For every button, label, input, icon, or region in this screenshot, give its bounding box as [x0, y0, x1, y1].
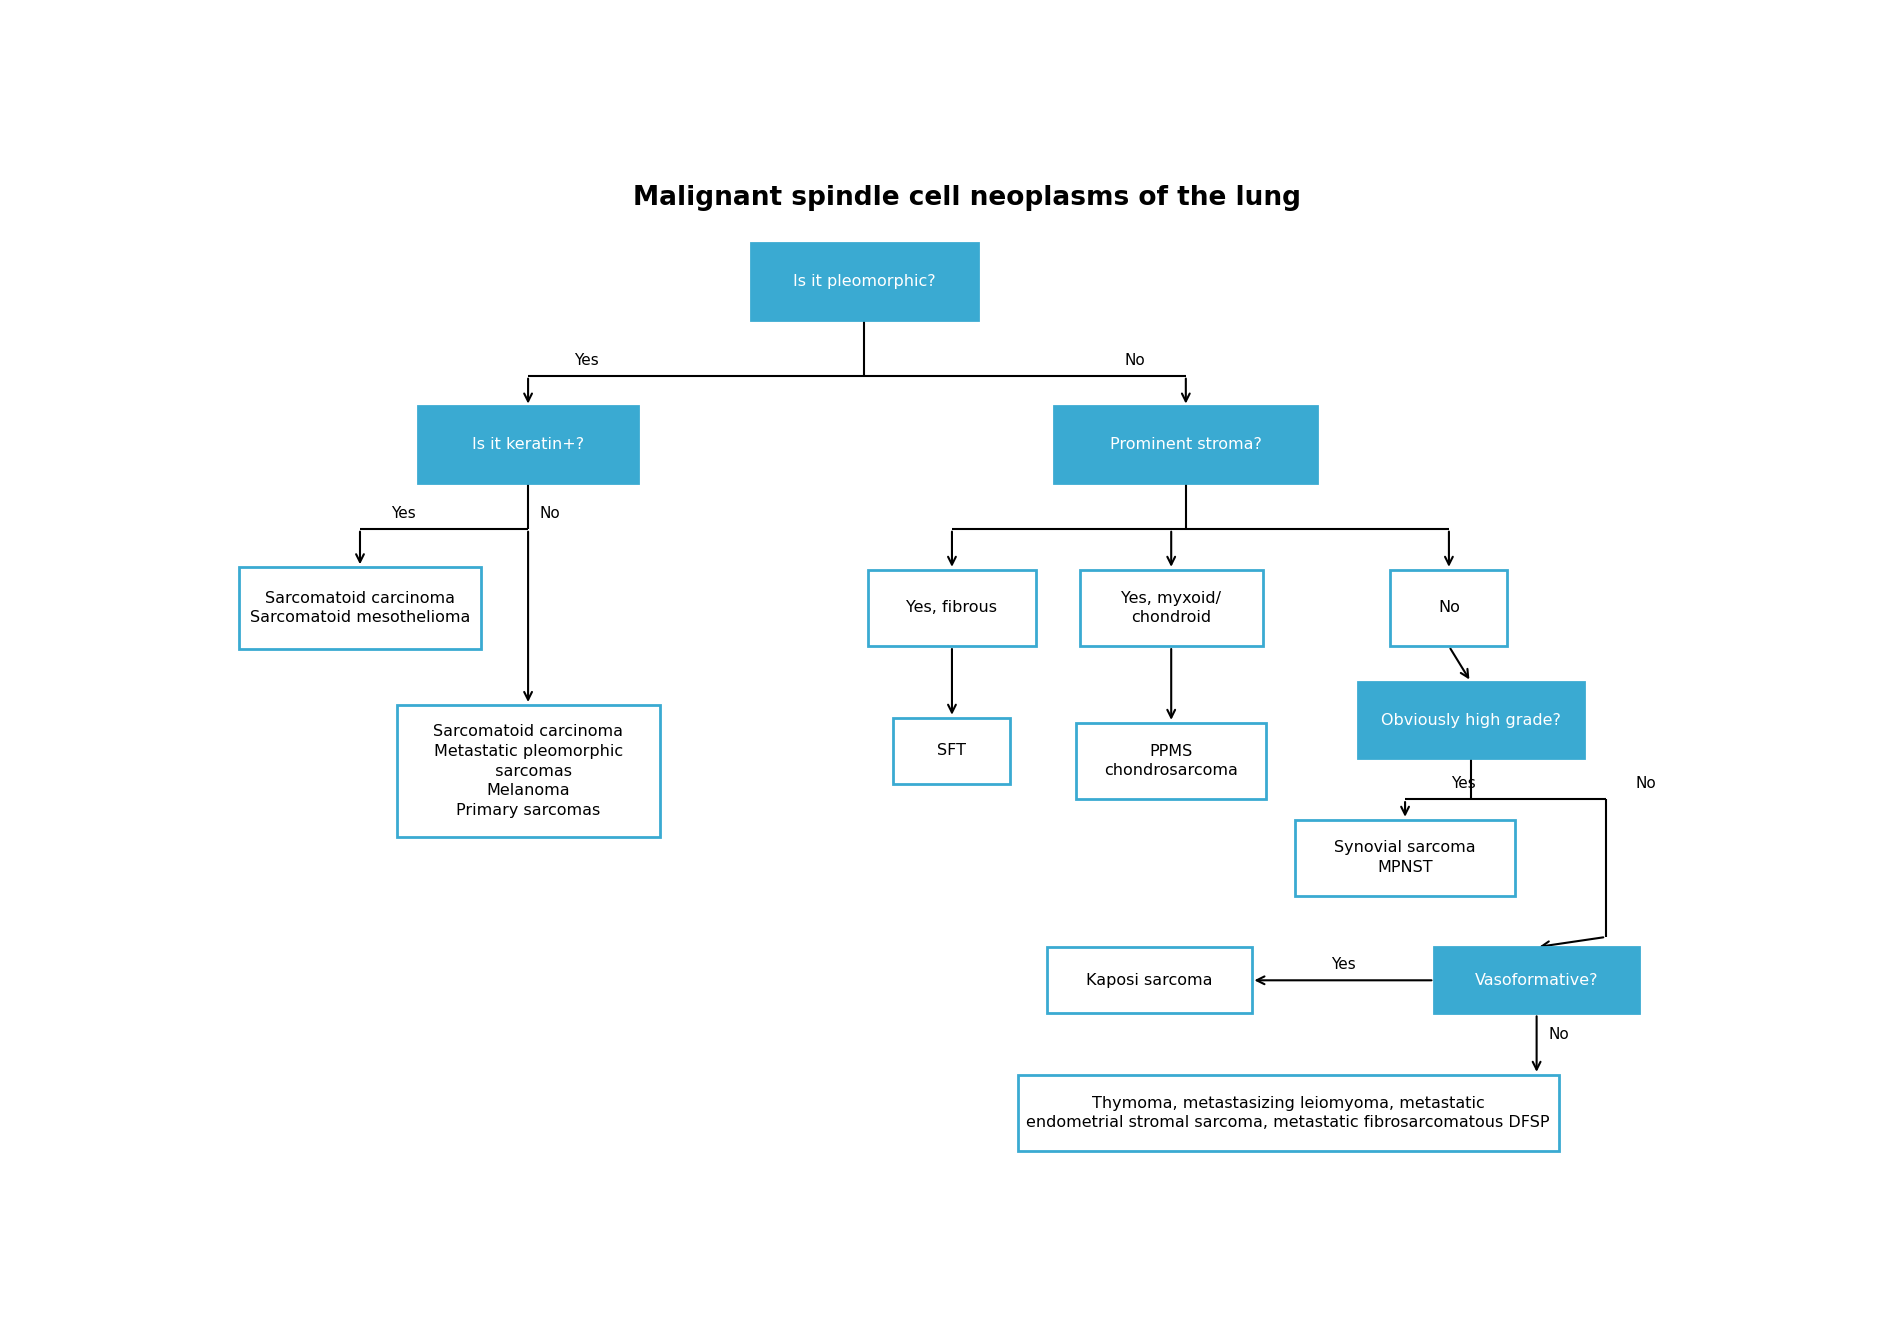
Text: Is it pleomorphic?: Is it pleomorphic?	[792, 274, 935, 289]
FancyBboxPatch shape	[1047, 947, 1252, 1014]
Text: No: No	[1437, 600, 1460, 615]
Text: Vasoformative?: Vasoformative?	[1475, 973, 1597, 988]
Text: Kaposi sarcoma: Kaposi sarcoma	[1086, 973, 1213, 988]
Text: Thymoma, metastasizing leiomyoma, metastatic
endometrial stromal sarcoma, metast: Thymoma, metastasizing leiomyoma, metast…	[1026, 1096, 1550, 1130]
FancyBboxPatch shape	[1081, 570, 1262, 647]
Text: Sarcomatoid carcinoma
Sarcomatoid mesothelioma: Sarcomatoid carcinoma Sarcomatoid mesoth…	[249, 591, 470, 625]
FancyBboxPatch shape	[751, 244, 977, 319]
Text: Is it keratin+?: Is it keratin+?	[472, 437, 585, 452]
Text: PPMS
chondrosarcoma: PPMS chondrosarcoma	[1105, 743, 1237, 778]
Text: Yes, myxoid/
chondroid: Yes, myxoid/ chondroid	[1120, 591, 1222, 625]
FancyBboxPatch shape	[396, 705, 660, 837]
Text: SFT: SFT	[937, 743, 966, 758]
Text: Prominent stroma?: Prominent stroma?	[1109, 437, 1262, 452]
Text: Synovial sarcoma
MPNST: Synovial sarcoma MPNST	[1333, 840, 1477, 876]
FancyBboxPatch shape	[1018, 1075, 1558, 1151]
Text: No: No	[1635, 776, 1656, 791]
Text: Yes: Yes	[1332, 957, 1356, 973]
Text: Sarcomatoid carcinoma
Metastatic pleomorphic
  sarcomas
Melanoma
Primary sarcoma: Sarcomatoid carcinoma Metastatic pleomor…	[434, 723, 622, 819]
Text: Yes, fibrous: Yes, fibrous	[907, 600, 998, 615]
Text: Yes: Yes	[1450, 776, 1477, 791]
FancyBboxPatch shape	[894, 718, 1011, 784]
FancyBboxPatch shape	[1296, 820, 1514, 896]
Text: No: No	[1124, 352, 1145, 367]
FancyBboxPatch shape	[1390, 570, 1507, 647]
Text: Yes: Yes	[573, 352, 600, 367]
FancyBboxPatch shape	[1435, 947, 1639, 1014]
FancyBboxPatch shape	[1077, 722, 1266, 799]
FancyBboxPatch shape	[240, 567, 481, 649]
Text: Yes: Yes	[392, 506, 417, 521]
FancyBboxPatch shape	[1054, 407, 1318, 482]
FancyBboxPatch shape	[1358, 682, 1584, 758]
FancyBboxPatch shape	[868, 570, 1035, 647]
FancyBboxPatch shape	[419, 407, 637, 482]
Text: No: No	[539, 506, 560, 521]
Text: Obviously high grade?: Obviously high grade?	[1381, 713, 1562, 727]
Text: Malignant spindle cell neoplasms of the lung: Malignant spindle cell neoplasms of the …	[632, 184, 1301, 211]
Text: No: No	[1548, 1027, 1569, 1041]
